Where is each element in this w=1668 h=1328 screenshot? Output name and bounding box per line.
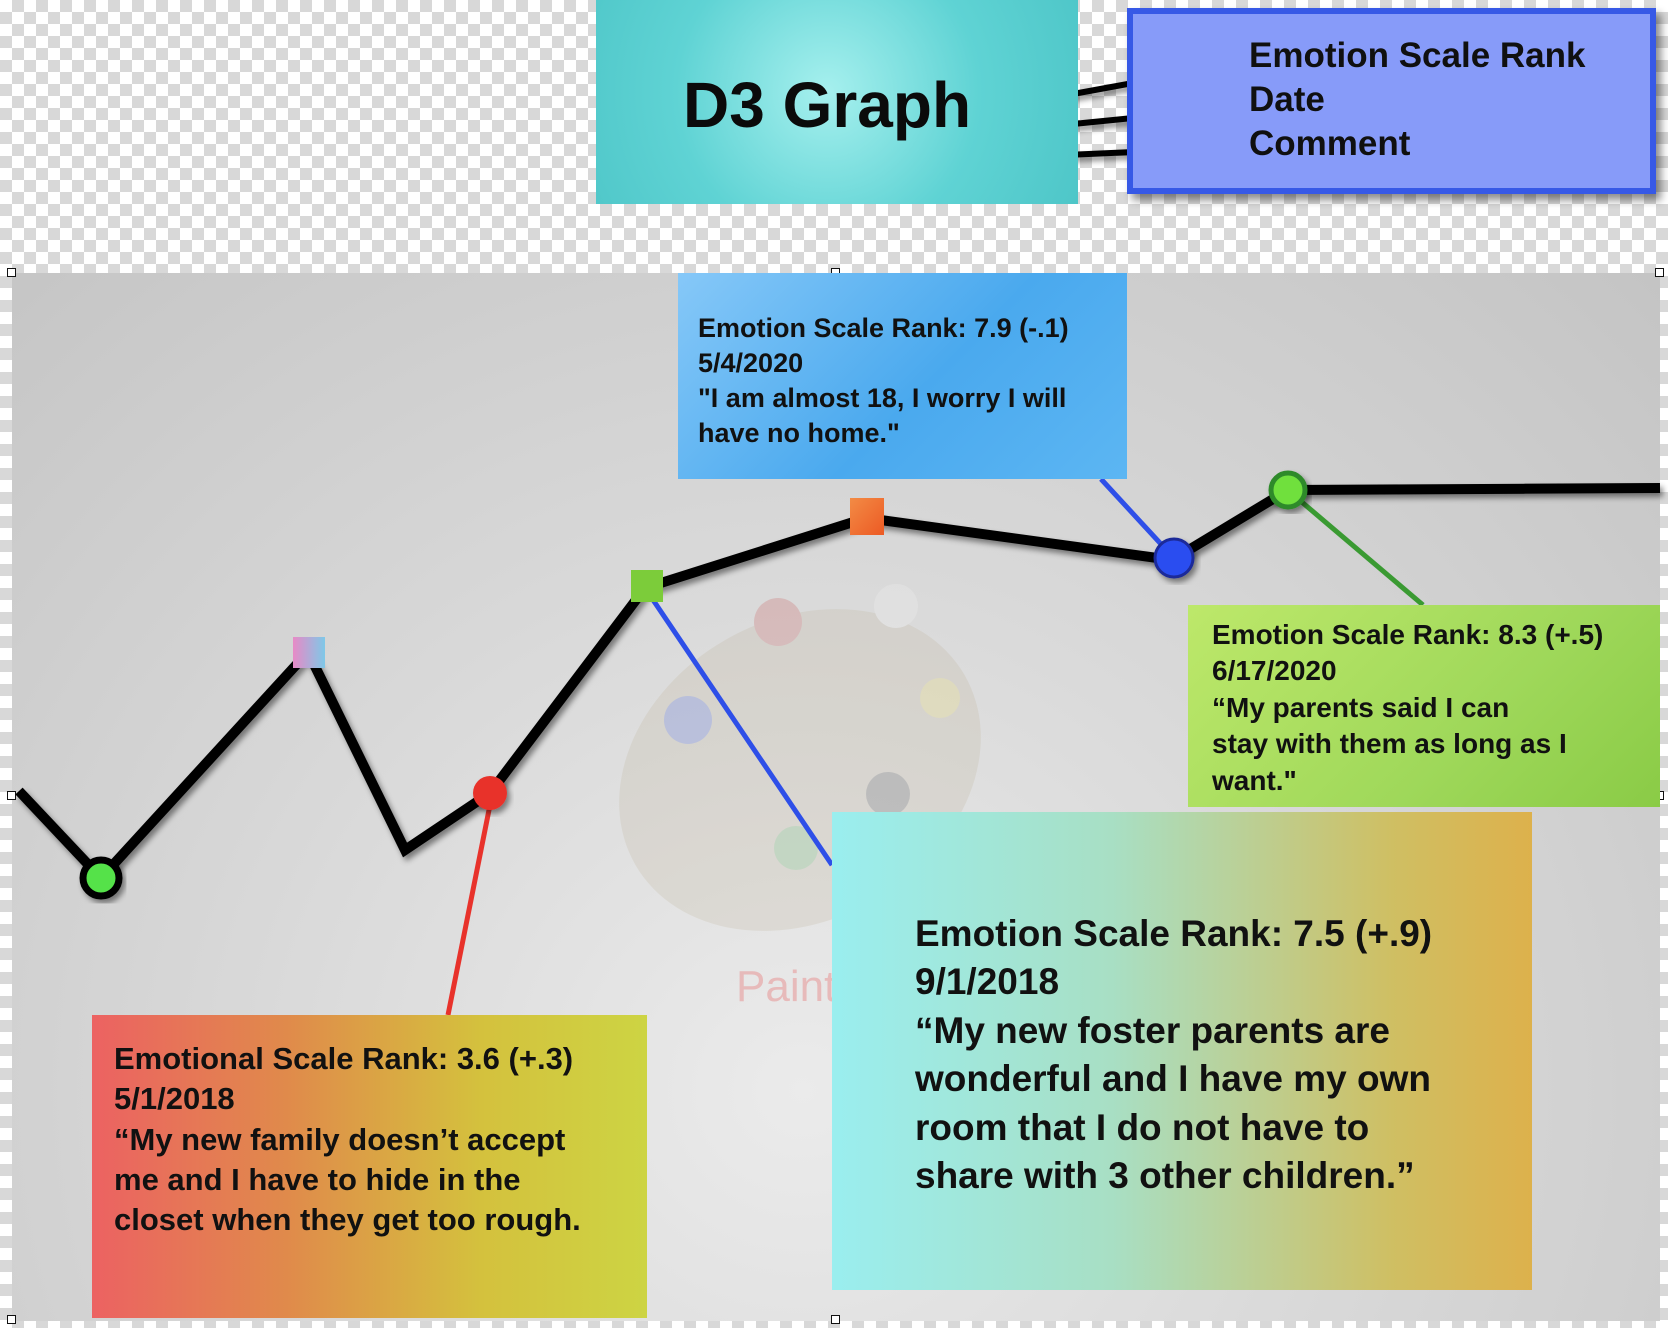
note-rank: Emotion Scale Rank: 7.5 (+.9) xyxy=(915,913,1433,954)
note-comment-line: stay with them as long as I xyxy=(1212,728,1567,760)
note-comment-line: “My parents said I can xyxy=(1212,691,1510,723)
legend-box: Emotion Scale Rank Date Comment xyxy=(1127,8,1656,194)
note-comment-line: have no home." xyxy=(698,418,900,449)
title-box: D3 Graph xyxy=(596,0,1078,204)
note-date: 6/17/2020 xyxy=(1212,655,1337,687)
note-date: 9/1/2018 xyxy=(915,961,1060,1003)
selection-handle-middle-left[interactable] xyxy=(7,791,16,800)
note-comment-line: room that I do not have to xyxy=(915,1106,1370,1148)
marker-point-5[interactable] xyxy=(850,498,884,535)
note-comment-line: share with 3 other children.” xyxy=(915,1155,1415,1197)
note-comment-line: “My new foster parents are xyxy=(915,1009,1390,1051)
marker-point-7[interactable] xyxy=(1268,470,1308,510)
note-comment-line: wonderful and I have my own xyxy=(915,1058,1432,1100)
note-comment-line: me and I have to hide in the xyxy=(114,1161,521,1197)
note-date: 5/1/2018 xyxy=(114,1081,235,1117)
legend-item-rank: Emotion Scale Rank xyxy=(1249,36,1586,75)
selection-handle-bottom-middle[interactable] xyxy=(831,1315,840,1324)
selection-handle-top-left[interactable] xyxy=(7,268,16,277)
selection-handle-bottom-left[interactable] xyxy=(7,1315,16,1324)
annotation-note-6-17-2020: Emotion Scale Rank: 8.3 (+.5) 6/17/2020 … xyxy=(1188,605,1660,807)
legend-item-comment: Comment xyxy=(1249,124,1411,163)
note-comment-line: want." xyxy=(1212,764,1297,796)
note-comment-line: closet when they get too rough. xyxy=(114,1202,581,1238)
note-rank: Emotional Scale Rank: 3.6 (+.3) xyxy=(114,1041,574,1076)
emotion-line xyxy=(15,483,1661,886)
marker-point-3[interactable] xyxy=(473,776,507,810)
note-comment-line: “My new family doesn’t accept xyxy=(114,1121,566,1157)
marker-point-2[interactable] xyxy=(293,637,325,668)
connector-red xyxy=(445,794,495,1016)
annotation-note-5-1-2018: Emotional Scale Rank: 3.6 (+.3) 5/1/2018… xyxy=(92,1015,647,1318)
note-rank: Emotion Scale Rank: 7.9 (-.1) xyxy=(698,313,1069,343)
note-comment-line: "I am almost 18, I worry I will xyxy=(698,383,1067,414)
legend-item-date: Date xyxy=(1249,80,1325,119)
selection-handle-top-right[interactable] xyxy=(1655,268,1664,277)
connector-blue-long xyxy=(642,586,835,867)
marker-point-6[interactable] xyxy=(1153,537,1195,579)
annotation-note-9-1-2018: Emotion Scale Rank: 7.5 (+.9) 9/1/2018 “… xyxy=(832,812,1532,1290)
note-date: 5/4/2020 xyxy=(698,348,804,379)
connector-green xyxy=(1288,490,1425,607)
marker-point-1[interactable] xyxy=(79,856,123,900)
note-rank: Emotion Scale Rank: 8.3 (+.5) xyxy=(1212,619,1604,650)
marker-point-4[interactable] xyxy=(631,570,663,602)
annotation-note-5-4-2020: Emotion Scale Rank: 7.9 (-.1) 5/4/2020 "… xyxy=(678,273,1127,479)
graph-title: D3 Graph xyxy=(682,69,972,141)
